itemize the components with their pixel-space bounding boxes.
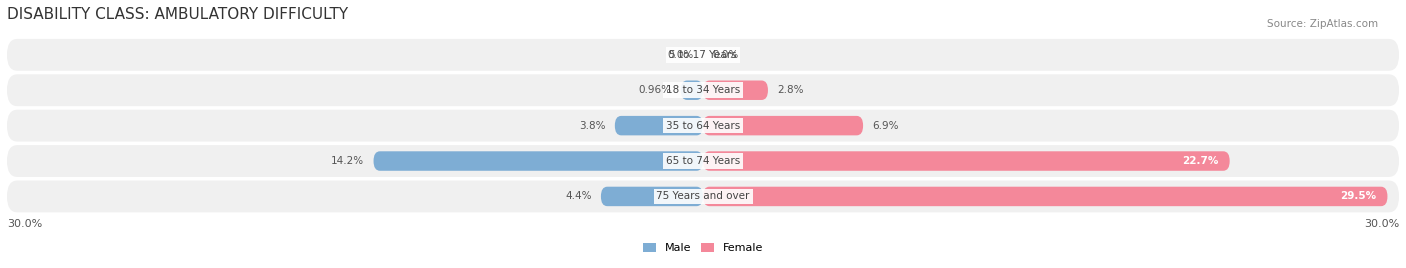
Text: 3.8%: 3.8% <box>579 121 606 131</box>
Text: Source: ZipAtlas.com: Source: ZipAtlas.com <box>1267 19 1378 29</box>
FancyBboxPatch shape <box>703 116 863 135</box>
FancyBboxPatch shape <box>614 116 703 135</box>
FancyBboxPatch shape <box>681 80 703 100</box>
Text: 4.4%: 4.4% <box>565 191 592 202</box>
FancyBboxPatch shape <box>374 151 703 171</box>
FancyBboxPatch shape <box>7 181 1399 212</box>
Text: 22.7%: 22.7% <box>1181 156 1218 166</box>
Text: 0.96%: 0.96% <box>638 85 672 95</box>
Text: 2.8%: 2.8% <box>778 85 804 95</box>
Text: 5 to 17 Years: 5 to 17 Years <box>669 50 737 60</box>
Text: 29.5%: 29.5% <box>1340 191 1376 202</box>
Text: 65 to 74 Years: 65 to 74 Years <box>666 156 740 166</box>
Text: 35 to 64 Years: 35 to 64 Years <box>666 121 740 131</box>
Legend: Male, Female: Male, Female <box>638 238 768 258</box>
Text: 30.0%: 30.0% <box>1364 219 1399 229</box>
Text: 0.0%: 0.0% <box>713 50 738 60</box>
Text: DISABILITY CLASS: AMBULATORY DIFFICULTY: DISABILITY CLASS: AMBULATORY DIFFICULTY <box>7 7 349 22</box>
FancyBboxPatch shape <box>7 74 1399 106</box>
Text: 30.0%: 30.0% <box>7 219 42 229</box>
FancyBboxPatch shape <box>703 151 1230 171</box>
Text: 18 to 34 Years: 18 to 34 Years <box>666 85 740 95</box>
Text: 0.0%: 0.0% <box>668 50 693 60</box>
FancyBboxPatch shape <box>703 187 1388 206</box>
FancyBboxPatch shape <box>600 187 703 206</box>
Text: 6.9%: 6.9% <box>872 121 898 131</box>
FancyBboxPatch shape <box>7 39 1399 71</box>
FancyBboxPatch shape <box>7 110 1399 142</box>
Text: 14.2%: 14.2% <box>332 156 364 166</box>
Text: 75 Years and over: 75 Years and over <box>657 191 749 202</box>
FancyBboxPatch shape <box>703 80 768 100</box>
FancyBboxPatch shape <box>7 145 1399 177</box>
